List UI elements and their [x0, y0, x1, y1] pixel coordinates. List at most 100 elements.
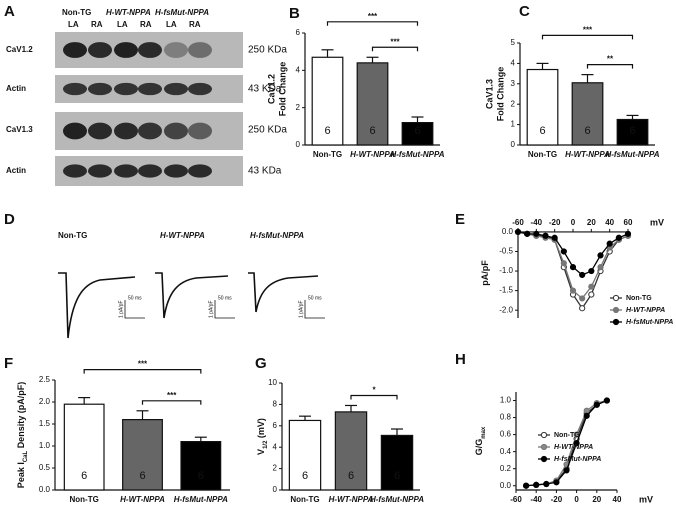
scale-bars [124, 300, 325, 319]
significance-label: ** [607, 55, 614, 64]
scale-label: 50 ms [128, 295, 142, 301]
n-label: 6 [539, 125, 545, 137]
size-label: 250 KDa [248, 45, 287, 56]
x-tick-label: H-WT-NPPA [350, 150, 395, 159]
legend-marker [540, 455, 548, 463]
n-label: 6 [81, 470, 87, 482]
panel-letter: H [455, 351, 466, 368]
y-tick-label: 2.0 [39, 397, 51, 406]
data-point [551, 234, 558, 241]
n-label: 6 [198, 470, 204, 482]
panel-letter: B [289, 5, 300, 22]
band [188, 164, 212, 178]
band [88, 164, 112, 178]
y-axis-label: V1/2 (mV) [256, 418, 268, 455]
band [63, 122, 87, 140]
data-point [615, 234, 622, 241]
data-point [533, 481, 540, 488]
x-tick-label: H-WT-NPPA [565, 150, 610, 159]
group-label: Non-TG [62, 8, 91, 17]
x-tick-label: 40 [605, 218, 614, 227]
row-label: Actin [6, 166, 26, 175]
legend-label: Non-TG [554, 432, 580, 439]
y-tick-label: 0 [273, 485, 278, 494]
n-label: 6 [139, 470, 145, 482]
legend-label: H-fsMut-NPPA [626, 319, 673, 326]
y-tick-label: 1 [511, 120, 516, 129]
data-point [560, 248, 567, 255]
x-tick-label: -60 [510, 495, 522, 504]
y-axis-label-main: Peak I [16, 462, 26, 488]
n-label: 6 [324, 125, 330, 137]
data-point [563, 467, 570, 474]
significance-bracket [83, 369, 202, 374]
x-tick-label: 20 [592, 495, 601, 504]
data-point [624, 230, 632, 237]
lane-label: RA [91, 20, 103, 29]
significance-bracket [541, 34, 634, 40]
band [138, 42, 162, 58]
x-tick-label: H-WT-NPPA [329, 495, 374, 504]
y-tick-label: 0 [296, 140, 301, 149]
y-axis-label-sub: max [481, 426, 487, 439]
y-axis-label-sub: 1/2 [263, 440, 269, 449]
x-tick-label: 20 [587, 218, 596, 227]
trace-title: Non-TG [58, 231, 87, 240]
bar [401, 121, 434, 146]
y-tick-label: 0.4 [500, 447, 512, 456]
band [114, 82, 138, 96]
x-tick-label: H-WT-NPPA [120, 495, 165, 504]
x-tick-label: H-fsMut-NPPA [370, 495, 424, 504]
x-tick-label: Non-TG [290, 495, 319, 504]
y-tick-label: 1.0 [500, 396, 512, 405]
data-point [597, 252, 604, 259]
significance-bracket [350, 394, 398, 400]
size-label: 250 KDa [248, 125, 287, 136]
significance-label: *** [167, 391, 177, 400]
bar [122, 419, 163, 491]
x-axis-label: mV [639, 494, 653, 504]
x-tick-label: -20 [549, 218, 561, 227]
legend-label: Non-TG [626, 295, 652, 302]
n-label: 6 [369, 125, 375, 137]
y-tick-label: 10 [268, 378, 277, 387]
y-tick-label: 6 [296, 28, 301, 37]
bar [288, 419, 322, 491]
row-label: CaV1.3 [6, 125, 33, 134]
trace [58, 272, 136, 339]
legend-label: H-fsMut-NPPA [554, 456, 601, 463]
legend-marker [612, 318, 620, 326]
significance-label: *** [138, 360, 148, 369]
y-tick-label: -1.0 [499, 266, 513, 275]
x-tick-label: -40 [531, 218, 543, 227]
y-tick-label: 2.5 [39, 375, 51, 384]
y-tick-label: 5 [511, 38, 516, 47]
n-label: 6 [302, 470, 308, 482]
y-tick-label: 3 [511, 79, 516, 88]
y-tick-label: 1.5 [39, 419, 51, 428]
data-point [573, 440, 580, 447]
bar [616, 118, 649, 146]
n-label: 6 [629, 125, 635, 137]
x-axis-label: mV [650, 217, 664, 227]
size-label: 43 KDa [248, 166, 282, 177]
y-axis-label: Fold Change [277, 62, 287, 117]
lane-label: LA [117, 20, 128, 29]
data-point [542, 232, 549, 239]
data-point [583, 412, 590, 419]
y-tick-label: 0.8 [500, 413, 512, 422]
band [188, 82, 212, 96]
row-label: Actin [6, 84, 26, 93]
n-label: 6 [348, 470, 354, 482]
panel-letter: A [4, 3, 15, 20]
y-tick-label: 0 [511, 140, 516, 149]
y-axis-label-main: G/G [474, 439, 484, 456]
data-point [579, 305, 586, 312]
bar [180, 441, 222, 491]
trace-title: H-fsMut-NPPA [250, 231, 304, 240]
panel-letter: G [255, 355, 267, 372]
current-traces [58, 272, 319, 339]
legend-marker [540, 443, 548, 451]
band [88, 82, 112, 96]
y-tick-label: 4 [273, 442, 278, 451]
